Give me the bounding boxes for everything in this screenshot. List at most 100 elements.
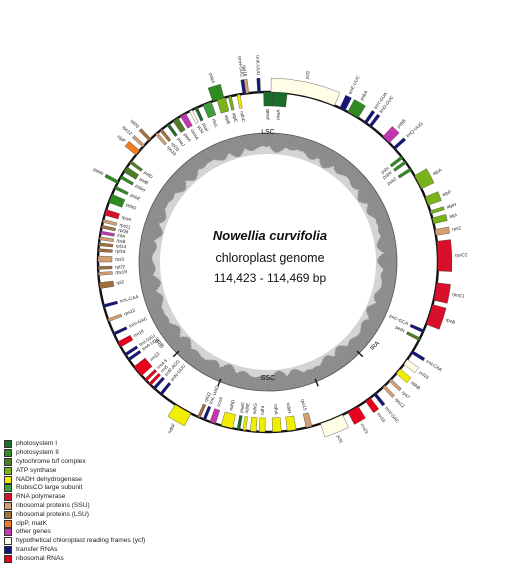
gc-bar [139, 265, 156, 269]
gc-bar [188, 351, 200, 366]
gene-block-rpl33 [159, 128, 172, 142]
gc-bar [140, 279, 160, 285]
gc-bar [375, 213, 389, 221]
gc-bar [141, 282, 161, 289]
gc-bar [226, 139, 234, 156]
gene-block-rrn5 [148, 373, 161, 386]
gc-bar [181, 164, 197, 181]
gc-bar [348, 340, 361, 354]
gene-label-trnE-UUC: trnE-UUC [347, 74, 361, 95]
gc-bar [357, 188, 376, 202]
gc-bar [279, 133, 284, 152]
gc-bar [247, 134, 253, 152]
gene-label-psbZ: psbZ [386, 176, 397, 186]
gc-bar [269, 377, 273, 391]
gc-bar [367, 205, 385, 216]
gc-bar [335, 158, 348, 174]
gene-block-rpoC2 [436, 239, 453, 272]
gc-bar [380, 286, 395, 292]
gene-label-ndhC: ndhC [239, 111, 246, 123]
gc-bar [143, 224, 163, 232]
gc-bar [215, 143, 225, 161]
legend-label: hypothetical chloroplast reading frames … [16, 537, 146, 545]
gene-block-rps8 [99, 236, 114, 242]
gc-bar [213, 144, 223, 162]
gc-bar [140, 280, 161, 287]
gc-bar [175, 338, 191, 354]
gene-label-trnI-CAA: trnI-CAA [425, 359, 443, 373]
gene-block-rrn4.5 [144, 369, 157, 382]
gene-label-atpE: atpE [231, 112, 238, 122]
gene-label-rpoA: rpoA [121, 215, 133, 223]
gc-bar [333, 156, 344, 170]
gc-bar [376, 241, 396, 247]
gene-label-ccsA: ccsA [216, 395, 224, 407]
gc-bar [163, 184, 176, 195]
gene-label-ycf1: ycf1 [336, 434, 344, 444]
gene-block-atpA [414, 168, 435, 190]
gc-bar [358, 180, 370, 191]
gc-bar [273, 373, 277, 391]
gc-bar [195, 153, 206, 168]
gc-bar [223, 139, 231, 154]
gene-block-rps16 [243, 78, 249, 94]
gene-label-rpl22: rpl22 [115, 264, 126, 269]
gene-block-psbD [108, 193, 126, 208]
gc-bar [332, 155, 343, 168]
gene-block-ycf1 [320, 414, 349, 438]
gc-bar [181, 347, 193, 360]
region-boundary-irb [172, 350, 180, 358]
gc-bar [381, 271, 397, 276]
gc-bar [373, 296, 391, 305]
gc-bar [234, 371, 241, 388]
gene-label-psaA: psaA [275, 108, 281, 120]
gene-block-rrn23 [133, 357, 153, 376]
gc-bar [318, 147, 329, 163]
gene-block-rpl16 [98, 248, 113, 253]
gc-bar [259, 133, 263, 147]
species-name: Nowellia curvifolia [213, 228, 327, 243]
gene-label-infA: infA [117, 233, 127, 239]
gc-bar [138, 261, 154, 265]
gene-block-rpl20 [138, 128, 152, 141]
gc-bar [373, 294, 392, 302]
gc-bar [368, 305, 387, 315]
center-text: Nowellia curvifolia chloroplast genome 1… [213, 228, 327, 285]
gc-bar [158, 322, 172, 333]
gc-bar [213, 366, 222, 380]
gene-block-trnC-GCA [409, 323, 425, 333]
gc-bar [167, 178, 184, 193]
gc-bar [304, 140, 313, 156]
gene-block-ndhF [167, 404, 192, 427]
gc-bar [279, 370, 284, 391]
gc-bar [142, 228, 163, 236]
gc-bar [334, 349, 348, 366]
gc-bar [205, 359, 216, 376]
gene-block-rpoA [104, 209, 120, 220]
gc-bar [379, 287, 394, 294]
gc-bar [190, 353, 201, 367]
gc-bar [234, 136, 242, 156]
gc-bar [358, 333, 370, 344]
gene-block-psaC [236, 415, 243, 430]
gc-bar [360, 327, 374, 338]
legend-label: NADH dehydrogenase [16, 475, 82, 483]
legend-swatch [4, 466, 12, 475]
gc-bar [311, 368, 319, 382]
gc-bar [186, 160, 199, 175]
gc-bar [375, 215, 390, 223]
gene-label-trnV-GAC: trnV-GAC [128, 316, 149, 329]
gc-bar [275, 371, 280, 391]
gc-bar [147, 213, 165, 222]
gc-bar [142, 287, 159, 294]
gc-bar [318, 146, 327, 160]
gc-bar [145, 296, 164, 304]
gc-bar [349, 172, 363, 185]
gc-bar [289, 135, 295, 151]
gene-label-ycf2: ycf2 [304, 70, 311, 80]
gc-bar [241, 135, 247, 149]
legend-label: ribosomal RNAs [16, 554, 64, 562]
gene-label-atpI: atpI [449, 212, 458, 219]
gc-bar [341, 344, 355, 360]
gc-bar [203, 149, 213, 162]
